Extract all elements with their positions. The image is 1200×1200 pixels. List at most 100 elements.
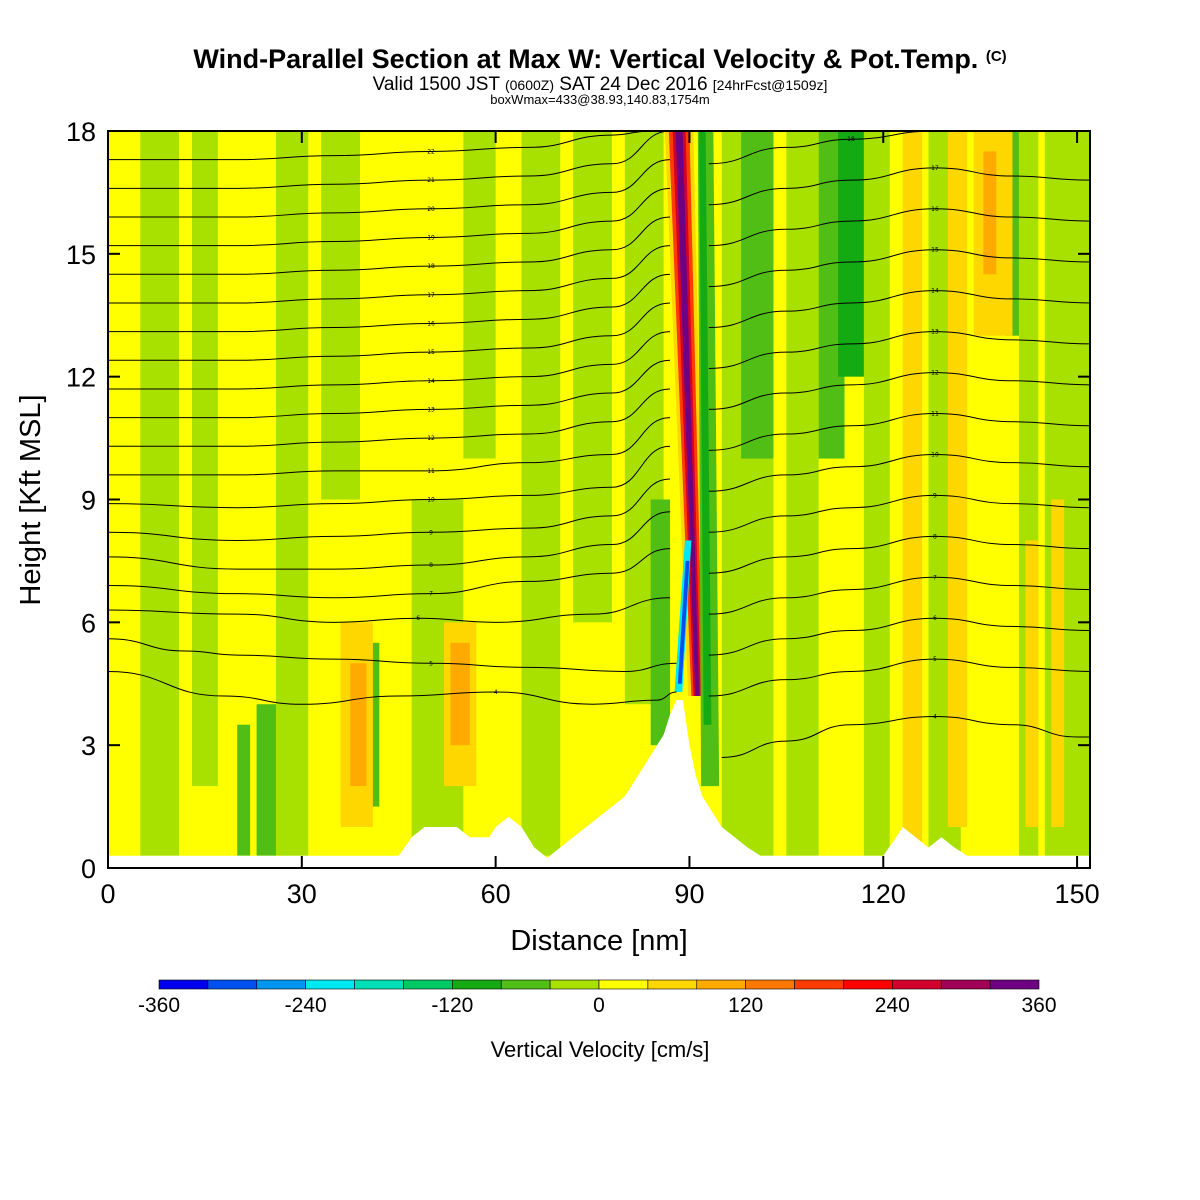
colorbar-swatch-1 xyxy=(207,979,258,990)
plume-band-3 xyxy=(675,131,700,697)
theta-contour-label-29: 14 xyxy=(931,288,939,295)
colorbar-swatch-11 xyxy=(696,979,746,990)
theta-contour-15 xyxy=(108,187,671,247)
colorbar-swatch-0 xyxy=(158,979,209,990)
theta-contour-11 xyxy=(108,302,671,361)
x-tick-label-120: 120 xyxy=(861,879,906,909)
theta-contour-label-31: 16 xyxy=(931,206,939,213)
colorbar: -360 -240 -120 0 120 240 360 xyxy=(138,979,1057,1017)
theta-contour-label-14: 18 xyxy=(427,263,435,270)
colorbar-label-120: 120 xyxy=(728,994,763,1017)
theta-contour-16 xyxy=(108,159,671,218)
theta-contour-label-28: 13 xyxy=(931,329,939,336)
theta-contour-1 xyxy=(108,638,677,672)
chart-title: Wind-Parallel Section at Max W: Vertical… xyxy=(193,44,1007,74)
velocity-cell-28 xyxy=(902,131,923,856)
colorbar-swatch-17 xyxy=(989,979,1040,990)
velocity-cell-8 xyxy=(573,131,612,623)
theta-contour-17 xyxy=(108,131,671,189)
x-tick-label-60: 60 xyxy=(481,879,511,909)
valid-utc: (0600Z) xyxy=(504,77,554,93)
valid-time: Valid 1500 JST xyxy=(372,74,500,95)
theta-contour-28 xyxy=(708,331,1090,369)
theta-contour-14 xyxy=(108,216,671,275)
theta-contour-20 xyxy=(708,658,1090,697)
theta-contour-25 xyxy=(708,453,1090,492)
theta-contour-label-5: 9 xyxy=(429,529,433,536)
y-tick-label-0: 0 xyxy=(81,854,96,884)
theta-contour-13 xyxy=(108,245,671,304)
velocity-cell-25 xyxy=(350,663,367,787)
theta-contour-19 xyxy=(721,716,1090,758)
copyright-mark: (C) xyxy=(985,48,1007,65)
y-tick-label-6: 6 xyxy=(81,608,96,638)
theta-contours: 4 5 6 7 8 9 10 11 12 13 14 15 16 17 18 19 20 21 22 4 5 6 7 8 9 10… xyxy=(108,131,1090,758)
theta-contour-12 xyxy=(108,273,671,333)
theta-contour-21 xyxy=(708,617,1090,656)
theta-contour-label-16: 20 xyxy=(427,206,435,213)
velocity-cell-2 xyxy=(191,131,218,787)
velocity-cell-21 xyxy=(838,131,864,377)
colorbar-label--120: -120 xyxy=(431,994,473,1017)
theta-contour-2 xyxy=(108,597,671,623)
plume-band-5 xyxy=(699,131,712,725)
colorbar-swatch-6 xyxy=(452,979,502,990)
theta-contour-0 xyxy=(108,670,677,705)
velocity-cell-16 xyxy=(237,724,251,856)
theta-contour-3 xyxy=(108,548,671,599)
velocity-cell-33 xyxy=(1051,499,1065,828)
theta-contour-label-11: 15 xyxy=(427,349,435,356)
theta-contour-label-9: 13 xyxy=(427,406,435,413)
colorbar-swatch-7 xyxy=(500,979,551,990)
theta-contour-label-15: 19 xyxy=(427,234,435,241)
y-axis-title: Height [Kft MSL] xyxy=(15,394,47,605)
x-axis-title: Distance [nm] xyxy=(510,925,687,957)
terrain-profile xyxy=(108,700,1090,868)
theta-contour-27 xyxy=(708,372,1090,410)
theta-contour-26 xyxy=(708,413,1090,451)
theta-contour-31 xyxy=(708,208,1090,247)
theta-contour-label-10: 14 xyxy=(427,378,435,385)
theta-contour-label-12: 16 xyxy=(427,320,435,327)
theta-contour-label-7: 11 xyxy=(427,468,435,475)
colorbar-swatch-14 xyxy=(843,979,893,990)
x-tick-label-30: 30 xyxy=(287,879,317,909)
velocity-cell-1 xyxy=(140,131,180,856)
velocity-cell-32 xyxy=(1025,540,1039,828)
theta-contour-33 xyxy=(708,131,935,165)
theta-contour-label-26: 11 xyxy=(931,411,939,418)
theta-contour-label-2: 6 xyxy=(416,615,420,622)
theta-contour-label-18: 22 xyxy=(427,148,435,155)
velocity-cell-6 xyxy=(463,131,496,459)
y-tick-label-12: 12 xyxy=(66,363,96,393)
theta-contour-label-13: 17 xyxy=(427,292,435,299)
theta-contour-6 xyxy=(108,445,671,509)
colorbar-swatch-5 xyxy=(403,979,453,990)
x-tick-label-90: 90 xyxy=(674,879,704,909)
velocity-cell-11 xyxy=(786,131,819,856)
velocity-cell-17 xyxy=(256,704,276,856)
theta-contour-label-21: 6 xyxy=(933,615,937,622)
colorbar-swatch-8 xyxy=(549,979,600,990)
theta-contour-32 xyxy=(708,167,1090,206)
y-tick-label-15: 15 xyxy=(66,240,96,270)
theta-contour-label-3: 7 xyxy=(429,591,433,598)
theta-contour-23 xyxy=(708,535,1090,574)
colorbar-swatch-13 xyxy=(794,979,844,990)
theta-contour-30 xyxy=(708,249,1090,288)
theta-contour-label-19: 4 xyxy=(933,714,937,721)
velocity-cell-22 xyxy=(741,131,774,459)
theta-contour-label-22: 7 xyxy=(933,574,937,581)
theta-contour-label-24: 9 xyxy=(933,492,937,499)
colorbar-swatch-4 xyxy=(354,979,404,990)
theta-contour-label-4: 8 xyxy=(429,562,433,569)
theta-contour-9 xyxy=(108,359,671,419)
theta-contour-5 xyxy=(108,478,671,541)
colorbar-label--360: -360 xyxy=(138,994,180,1017)
velocity-cell-4 xyxy=(321,131,360,500)
theta-contour-7 xyxy=(108,417,671,476)
colorbar-swatch-2 xyxy=(256,979,306,990)
theta-contour-label-1: 5 xyxy=(429,660,433,667)
colorbar-swatch-16 xyxy=(940,979,991,990)
